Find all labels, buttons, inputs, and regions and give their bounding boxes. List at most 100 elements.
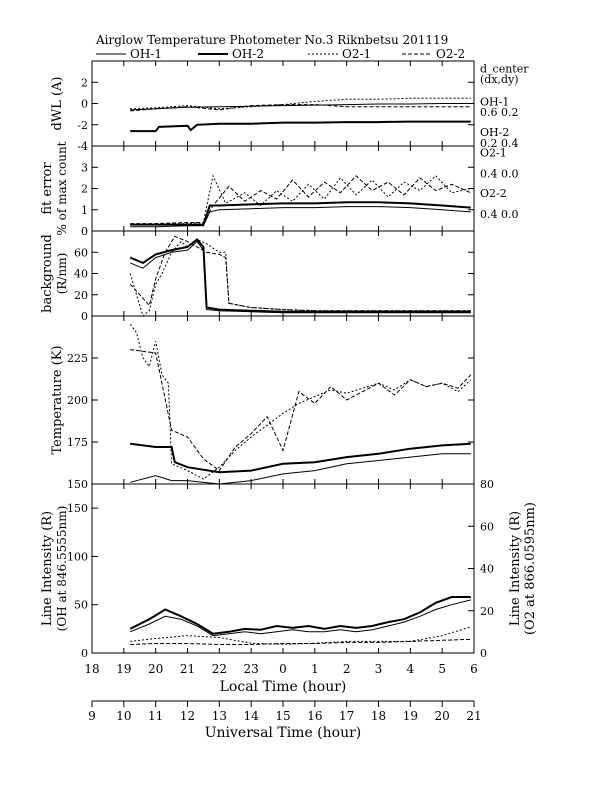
universal-time-tick-label: 16 xyxy=(307,709,322,723)
universal-time-tick-label: 21 xyxy=(466,709,481,723)
universal-time-tick-label: 9 xyxy=(88,709,96,723)
universal-time-tick-label: 14 xyxy=(244,709,260,723)
series-oh-1-line xyxy=(130,453,471,485)
series-oh-2-line xyxy=(130,442,471,474)
universal-time-tick-label: 18 xyxy=(371,709,386,723)
y2-axis-label-2: (O2 at 866.0595nm) xyxy=(523,502,538,635)
series-o2-1-line xyxy=(130,626,471,645)
annotation-text: OH-2 xyxy=(480,126,509,139)
local-time-tick-label: 3 xyxy=(375,662,383,676)
y-tick-label: 0 xyxy=(81,647,88,660)
y-tick-label: 2 xyxy=(81,183,88,196)
local-time-tick-label: 1 xyxy=(311,662,319,676)
legend: OH-1 OH-2 O2-1 O2-2 xyxy=(96,47,465,61)
y-tick-label: 150 xyxy=(67,502,88,515)
legend-item-oh-1: OH-1 xyxy=(96,47,162,61)
series-oh-1-line xyxy=(130,240,471,314)
annotation-text: OH-1 xyxy=(480,95,509,108)
annotation-text: O2-1 xyxy=(480,146,507,159)
legend-label: OH-2 xyxy=(232,47,264,61)
universal-time-tick-label: 19 xyxy=(403,709,418,723)
local-time-tick-label: 0 xyxy=(279,662,287,676)
annotation-text: O2-2 xyxy=(480,187,507,200)
y-axis-label-2: % of max count xyxy=(55,141,69,235)
y2-axis-label: Line Intensity (R) xyxy=(508,511,523,626)
y-tick-label: 0 xyxy=(81,98,88,111)
series-o2-1-line xyxy=(129,324,472,480)
series-oh-2-line xyxy=(129,596,471,635)
legend-label: OH-1 xyxy=(130,47,162,61)
y-tick-label: 50 xyxy=(74,599,88,612)
legend-item-o2-1: O2-1 xyxy=(308,47,371,61)
y-tick-label: 0 xyxy=(81,310,88,323)
series-oh-1-line xyxy=(130,599,471,637)
y-tick-label: 200 xyxy=(67,394,88,407)
series-o2-1-line xyxy=(129,238,471,317)
series-oh-2-line xyxy=(130,120,471,133)
universal-time-tick-label: 12 xyxy=(180,709,195,723)
series-oh-1-line xyxy=(130,103,471,111)
legend-item-o2-2: O2-2 xyxy=(402,47,465,61)
y-tick-label: 2 xyxy=(81,76,88,89)
y-tick-label: -2 xyxy=(77,119,88,132)
panel-frame xyxy=(91,230,475,317)
y-tick-label: 1 xyxy=(81,204,88,217)
series-o2-2-line xyxy=(130,349,472,472)
series-o2-2-line xyxy=(129,235,471,312)
y-axis-label: dWL (A) xyxy=(50,77,65,131)
series-oh-1-line xyxy=(130,206,471,228)
series-o2-2-line xyxy=(130,175,472,225)
y-axis-label: background xyxy=(40,234,55,313)
chart-title: Airglow Temperature Photometer No.3 Rikn… xyxy=(95,33,448,47)
universal-time-axis-label: Universal Time (hour) xyxy=(205,725,362,741)
universal-time-tick-label: 20 xyxy=(435,709,450,723)
y-tick-label: 20 xyxy=(74,289,88,302)
local-time-tick-label: 19 xyxy=(116,662,131,676)
panel-frame xyxy=(91,315,475,485)
panel-3: 0 20 40 60 background (R/nm) xyxy=(40,230,475,323)
y-tick-label: 225 xyxy=(67,352,88,365)
annotation-text: 0.6 0.2 xyxy=(480,106,518,119)
universal-time-tick-label: 10 xyxy=(116,709,131,723)
y-tick-label: 175 xyxy=(67,436,88,449)
y-axis-label-2: (OH at 846.5555nm) xyxy=(55,506,69,632)
local-time-tick-label: 20 xyxy=(148,662,163,676)
local-time-axis-label: Local Time (hour) xyxy=(220,679,347,695)
local-time-tick-label: 23 xyxy=(244,662,259,676)
local-time-tick-label: 22 xyxy=(212,662,227,676)
y-tick-label: 150 xyxy=(67,478,88,491)
y2-tick-label: 40 xyxy=(480,563,494,576)
y-axis-label: Temperature (K) xyxy=(50,345,65,454)
y2-tick-label: 80 xyxy=(480,478,494,491)
annotation-text: d_center xyxy=(480,62,529,75)
y-tick-label: 0 xyxy=(81,225,88,238)
local-time-tick-label: 6 xyxy=(470,662,478,676)
series-o2-2-line xyxy=(130,638,471,645)
y-tick-label: -4 xyxy=(77,140,88,153)
y-tick-label: 40 xyxy=(74,268,88,281)
local-time-tick-label: 5 xyxy=(438,662,446,676)
local-time-tick-label: 4 xyxy=(407,662,415,676)
fit-annotations: d_center(dx,dy)OH-10.6 0.2OH-20.2 0.4O2-… xyxy=(480,62,529,221)
panel-2: 0 1 2 3 fit error% of max count xyxy=(40,141,475,238)
panel-frame xyxy=(91,145,475,232)
local-time-tick-label: 2 xyxy=(343,662,351,676)
annotation-text: 0.4 0.0 xyxy=(480,208,518,221)
y2-tick-label: 20 xyxy=(480,605,494,618)
chart-panels: -4 -2 0 2 dWL (A) 0 1 2 3 fit error% of max count… xyxy=(40,60,538,660)
series-o2-1-line xyxy=(130,174,471,226)
legend-label: O2-2 xyxy=(436,47,465,61)
universal-time-axis: 9 10 11 12 13 14 15 16 17 18 19 20 21 Universal Time … xyxy=(88,700,482,741)
universal-time-tick-label: 15 xyxy=(275,709,290,723)
y-axis-label: fit error xyxy=(40,162,55,215)
series-o2-1-line xyxy=(130,97,471,110)
legend-label: O2-1 xyxy=(342,47,371,61)
annotation-text: 0.4 0.0 xyxy=(480,168,518,181)
y2-tick-label: 0 xyxy=(480,647,487,660)
panel-1: -4 -2 0 2 dWL (A) xyxy=(50,60,475,153)
y2-tick-label: 60 xyxy=(480,520,494,533)
